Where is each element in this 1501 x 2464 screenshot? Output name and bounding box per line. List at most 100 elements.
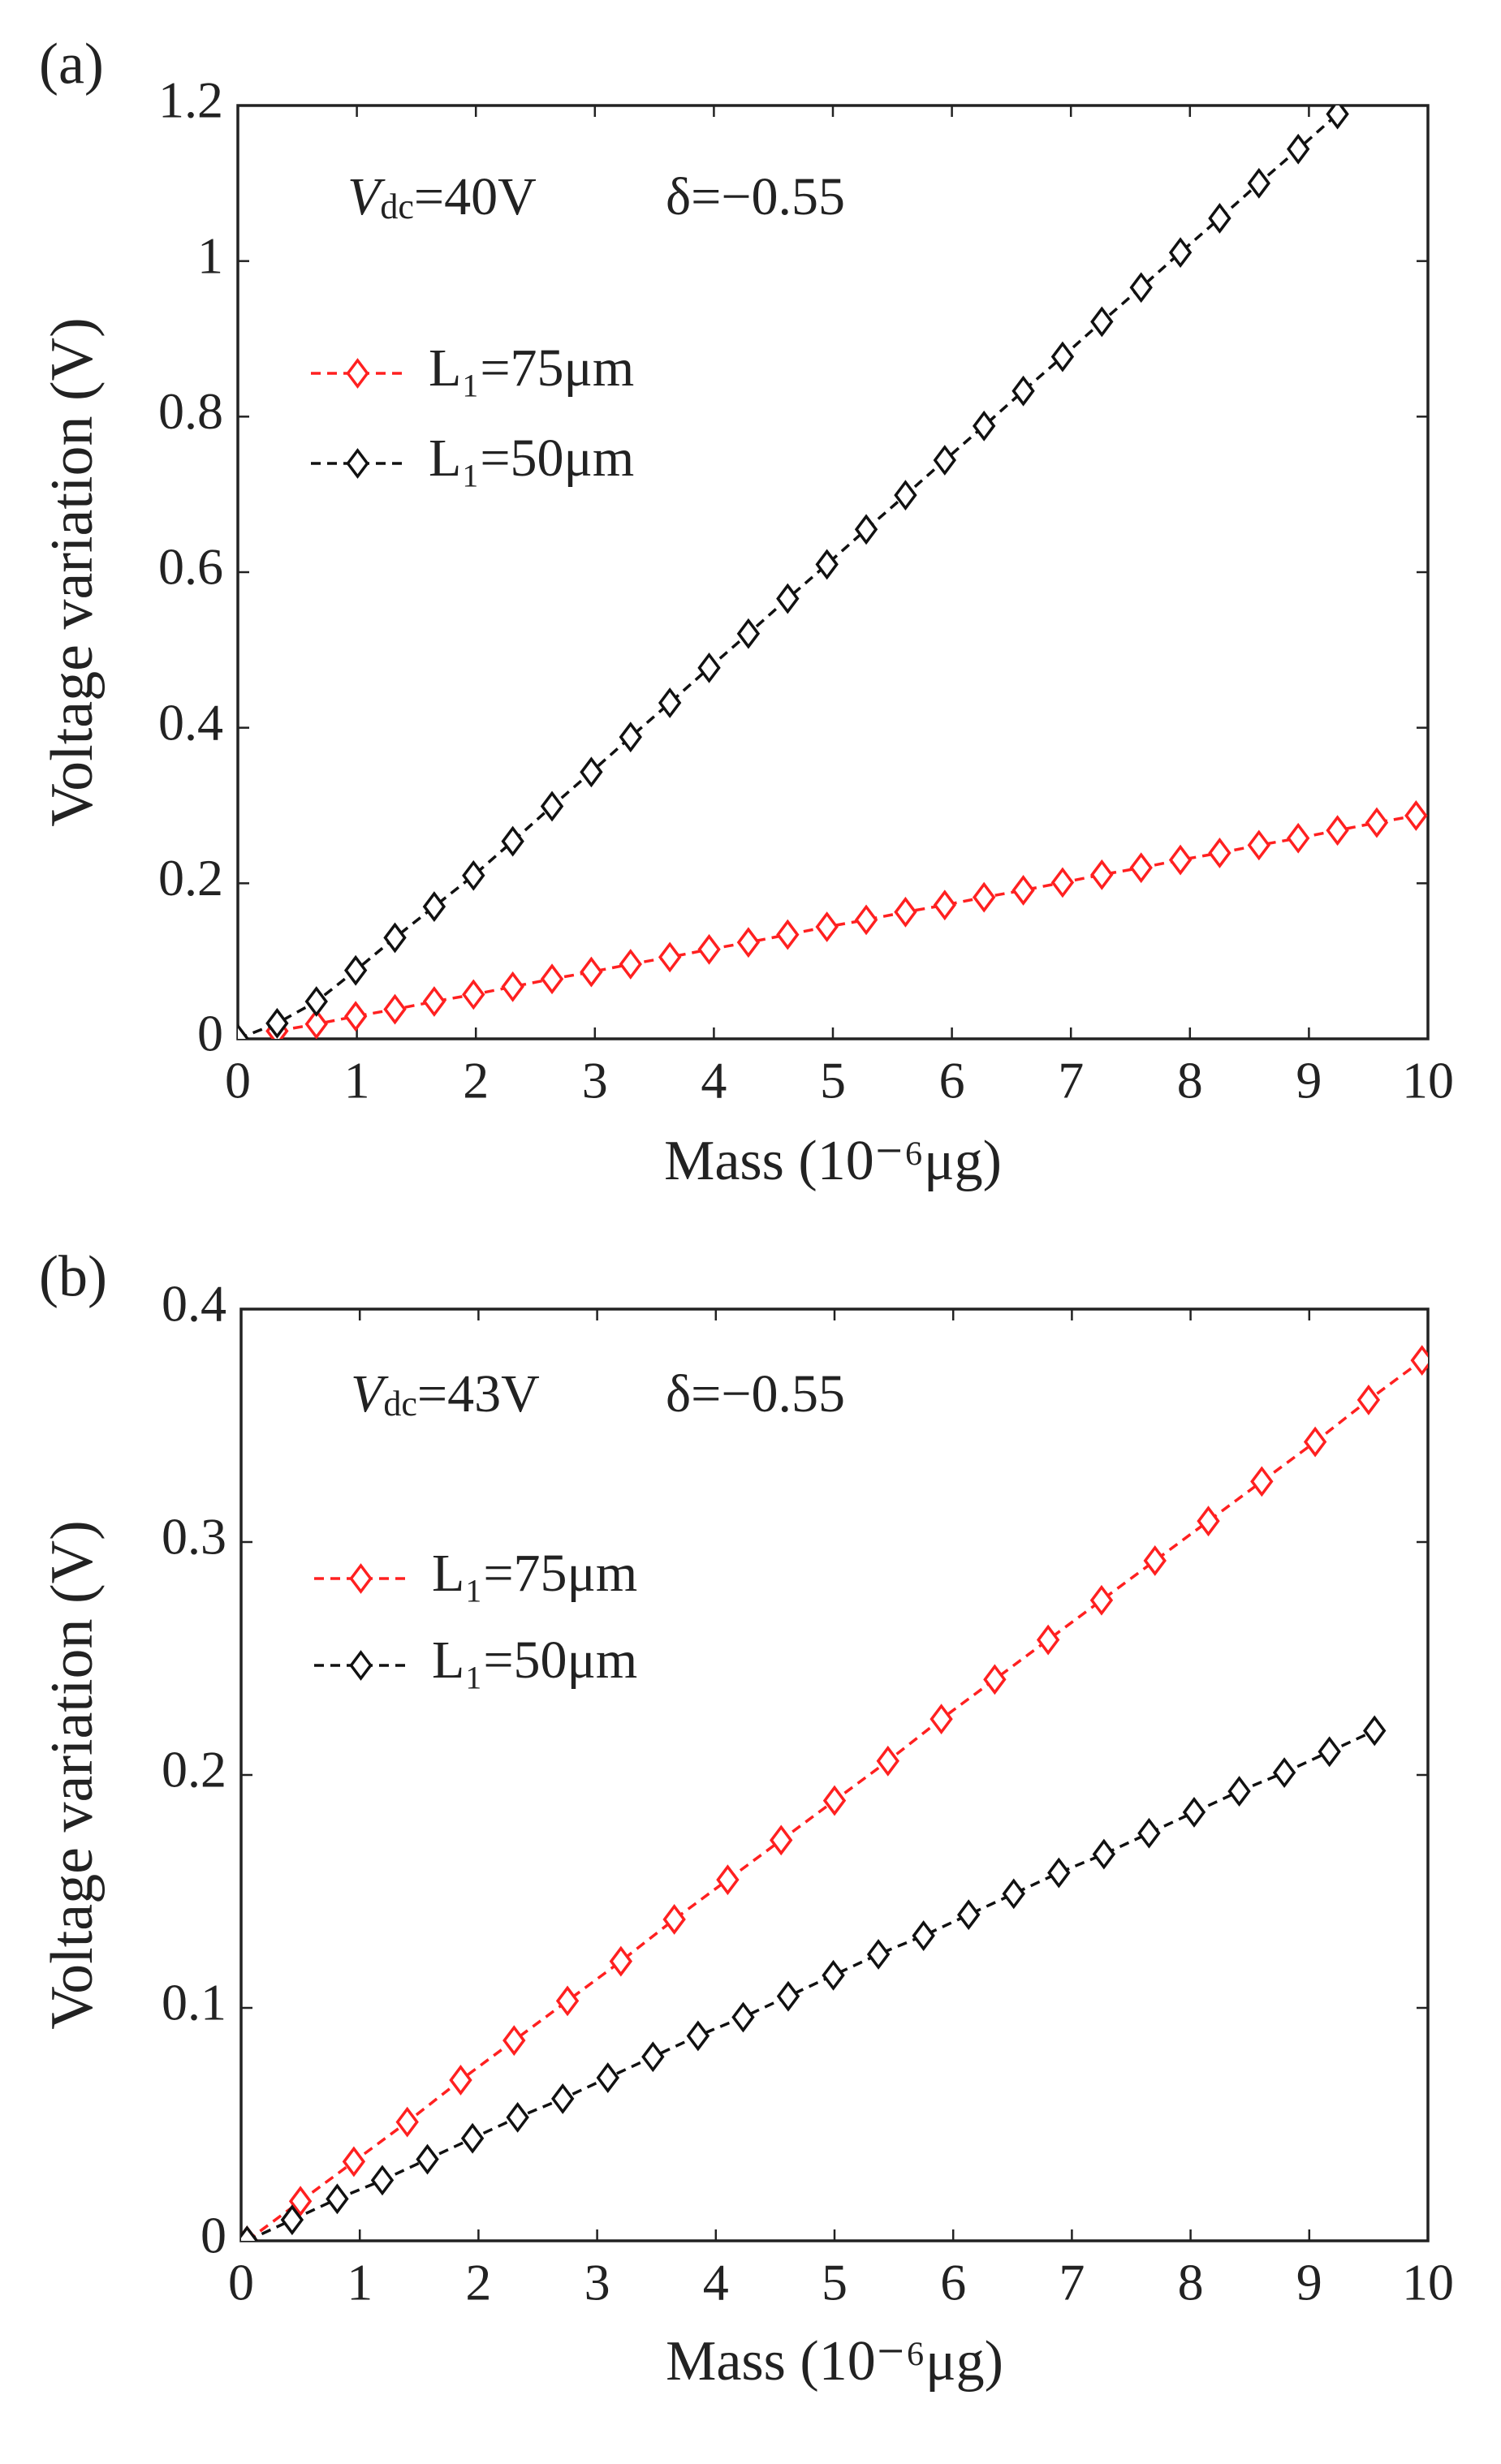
data-point [1168, 844, 1193, 876]
data-point [957, 1899, 981, 1931]
x-tick-label: 6 [940, 2254, 966, 2311]
plot-frame [236, 104, 1430, 1040]
x-tick-label: 1 [347, 2254, 373, 2311]
legend-label: L₁=75μm [429, 338, 634, 398]
annotation-text: =43V [417, 1364, 540, 1424]
data-point [1011, 875, 1035, 906]
data-point [506, 2101, 529, 2133]
data-point [736, 927, 761, 958]
x-tick-label: 7 [1059, 2254, 1085, 2311]
data-point [736, 618, 761, 649]
data-point [815, 549, 839, 580]
data-point [1036, 1624, 1060, 1656]
data-point [1208, 838, 1231, 868]
annotation-text: =40V [414, 167, 537, 226]
data-point [1326, 815, 1349, 846]
data-point [449, 2065, 472, 2096]
data-point [822, 1959, 845, 1991]
x-tick-label: 8 [1178, 2254, 1204, 2311]
x-tick-label: 3 [582, 1052, 608, 1109]
data-point [462, 859, 485, 891]
x-tick-label: 6 [939, 1052, 965, 1109]
data-point [1227, 1776, 1251, 1807]
data-point [422, 891, 446, 922]
x-axis-label: Mass (10⁻⁶μg) [664, 1130, 1002, 1192]
data-point [326, 2183, 349, 2215]
y-tick-label: 0.1 [162, 1974, 226, 2031]
data-point [731, 2001, 755, 2033]
x-tick-label: 2 [463, 1052, 489, 1109]
y-tick-label: 0.4 [162, 1275, 226, 1333]
data-point [1303, 1426, 1327, 1458]
data-point [929, 1704, 953, 1735]
data-point [619, 949, 642, 980]
data-point [501, 825, 524, 857]
annotation: Vdc=40V [347, 167, 537, 226]
x-tick-label: 0 [228, 2254, 254, 2311]
x-tick-label: 4 [703, 2254, 729, 2311]
y-axis-label: Voltage variation (V) [39, 1520, 106, 2029]
x-tick-label: 1 [344, 1052, 370, 1109]
data-point [686, 2020, 710, 2052]
data-point [1197, 1506, 1220, 1537]
data-point [1404, 800, 1428, 831]
data-point [501, 971, 524, 1002]
data-point [540, 790, 564, 822]
data-point [1326, 106, 1349, 130]
x-tick-label: 8 [1177, 1052, 1203, 1109]
data-point [1090, 306, 1114, 338]
y-tick-label: 1.2 [158, 71, 223, 129]
annotation-delta: δ=−0.55 [666, 167, 845, 226]
data-point [555, 1985, 580, 2017]
legend-entry: L₁=75μm [311, 338, 634, 398]
chart: 0 1 2 3 4 5 6 7 8 9 10 0 0.2 0.4 0.6 0.8 1 1.2 L₁=75μm L₁=5… [39, 32, 1454, 1193]
panel-label: (b) [39, 1244, 107, 1309]
data-point [1047, 1857, 1071, 1889]
data-point [1363, 1715, 1387, 1747]
x-axis-label: Mass (10⁻⁶μg) [666, 2330, 1003, 2393]
y-tick-label: 0 [201, 2207, 226, 2264]
data-point [304, 1008, 328, 1039]
data-point [1002, 1878, 1025, 1910]
data-point [770, 1824, 793, 1856]
plot-frame [239, 1307, 1430, 2242]
y-tick-label: 0.2 [158, 849, 223, 907]
data-point [1272, 1757, 1296, 1789]
legend-label: L₁=50μm [432, 1630, 637, 1690]
data-point [716, 1864, 740, 1896]
data-point [462, 979, 485, 1010]
data-point [697, 652, 721, 683]
data-point [972, 410, 996, 442]
panel-label: (a) [39, 32, 104, 97]
legend-marker [349, 1650, 373, 1681]
legend-label: L₁=75μm [432, 1544, 637, 1603]
data-point [1050, 867, 1075, 898]
data-point [343, 1001, 368, 1032]
legend-entry: L₁=50μm [314, 1630, 637, 1690]
series-line [246, 1729, 1375, 2241]
data-point [1357, 1385, 1381, 1415]
data-point [658, 941, 682, 973]
data-point [383, 922, 407, 954]
data-point [304, 986, 328, 1017]
data-point [933, 445, 956, 476]
annotation-symbol: V [351, 1364, 389, 1424]
data-point [894, 480, 917, 511]
data-point [383, 993, 407, 1025]
y-tick-label: 0 [197, 1005, 223, 1062]
x-tick-label: 5 [822, 2254, 848, 2311]
legend-entry: L₁=75μm [314, 1544, 637, 1603]
data-point [540, 963, 564, 995]
data-point [619, 722, 642, 753]
data-point [1250, 1466, 1274, 1497]
y-tick-label: 0.8 [158, 382, 223, 440]
data-point [1090, 859, 1114, 890]
data-point [1137, 1817, 1161, 1849]
data-point [1050, 341, 1075, 373]
data-point [1318, 1736, 1341, 1768]
data-point [1182, 1797, 1206, 1828]
chart: 0 1 2 3 4 5 6 7 8 9 10 0 0.1 0.2 0.3 0.4 L₁=75μm L₁=50μm V… [39, 1244, 1454, 2393]
legend-marker [346, 358, 369, 389]
legend-marker [346, 448, 369, 479]
